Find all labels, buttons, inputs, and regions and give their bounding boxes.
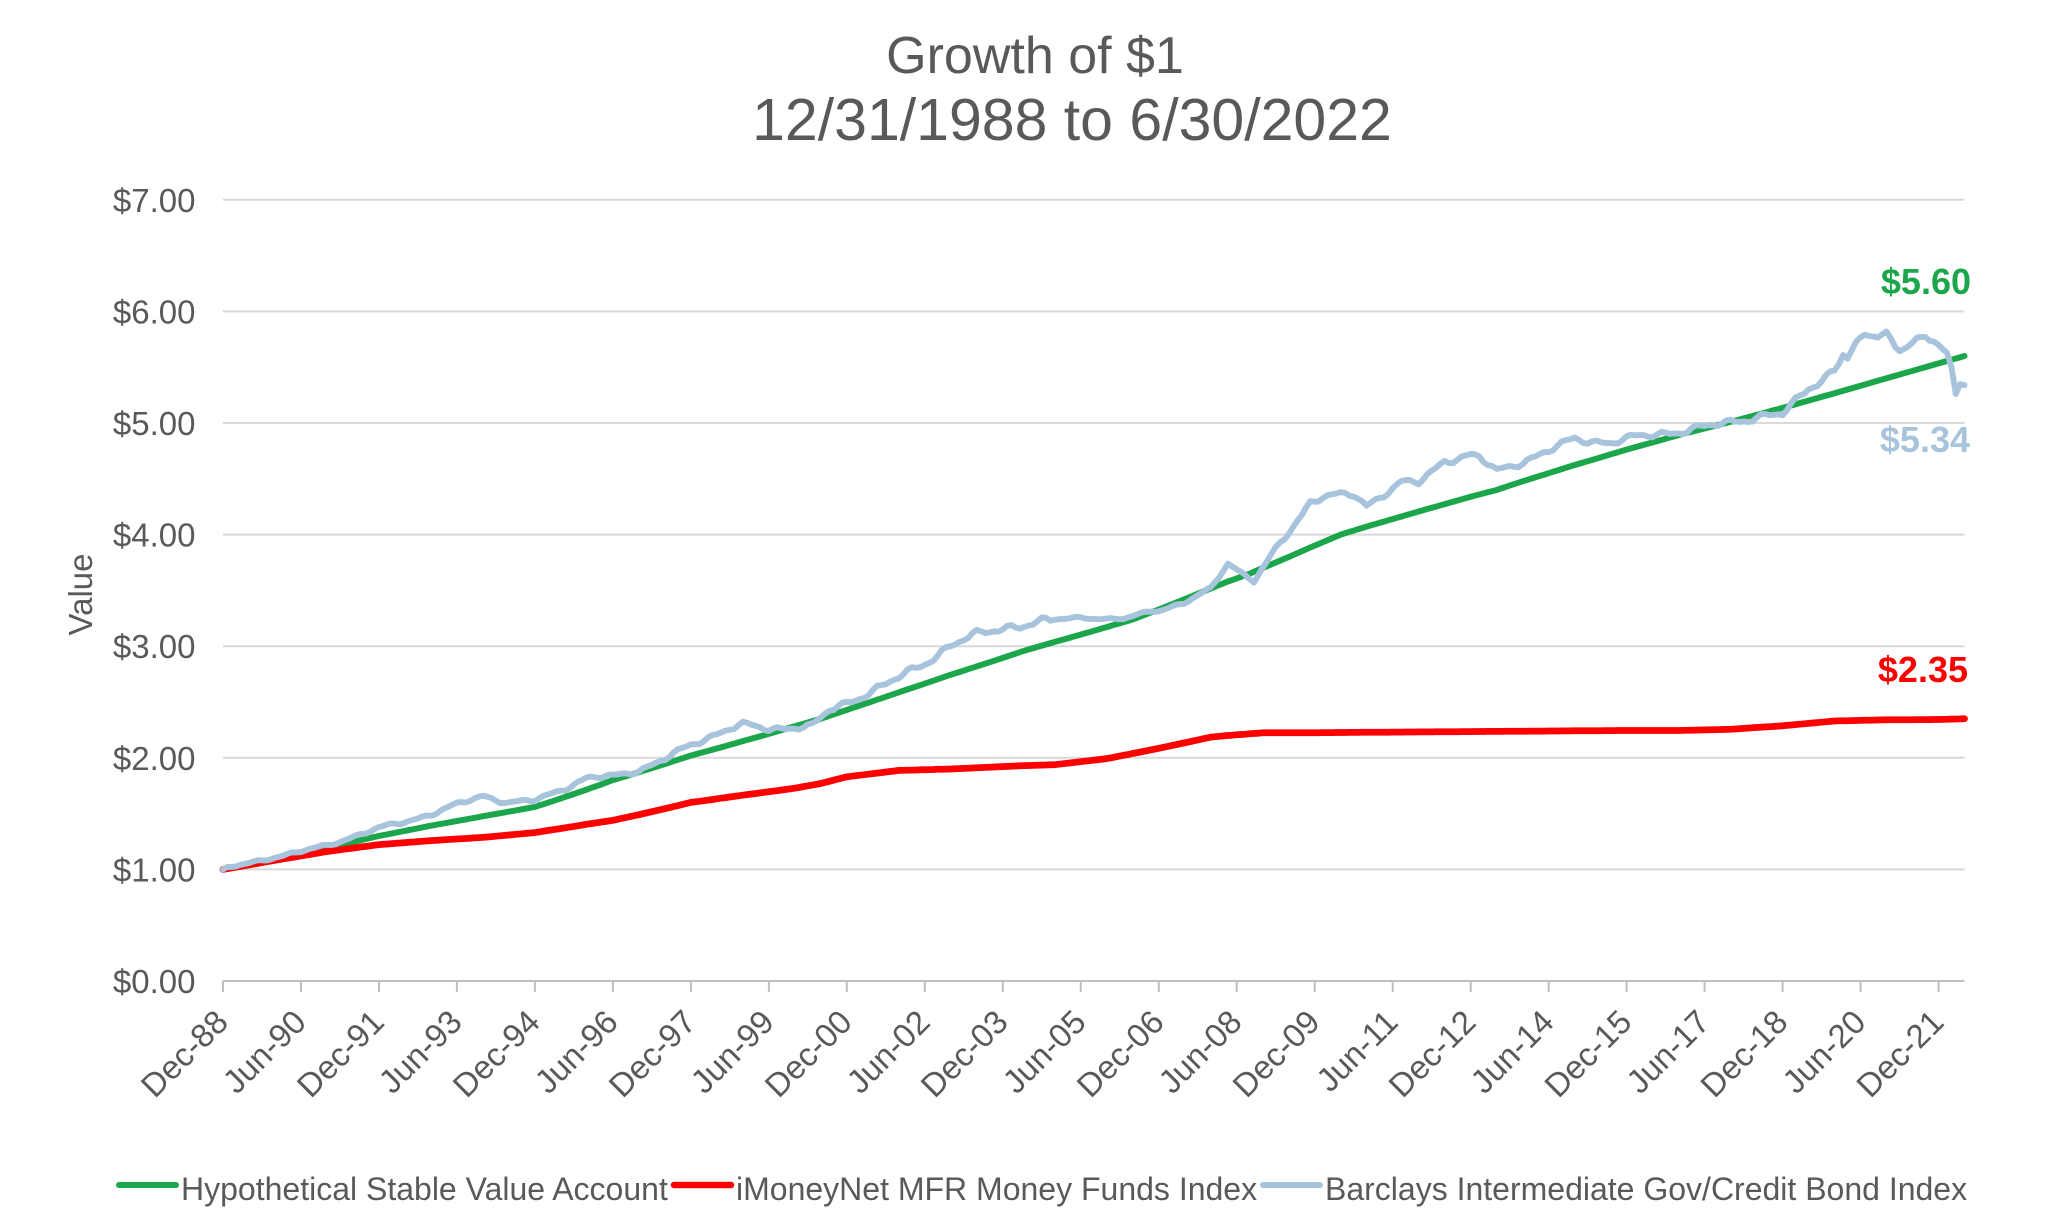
svg-text:Dec-09: Dec-09 [1225,1003,1326,1104]
svg-text:Dec-06: Dec-06 [1069,1003,1170,1104]
svg-text:Dec-97: Dec-97 [601,1003,702,1104]
svg-text:$6.00: $6.00 [113,293,196,330]
svg-text:Dec-15: Dec-15 [1537,1003,1638,1104]
svg-text:Hypothetical Stable Value Acco: Hypothetical Stable Value Account [181,1171,668,1207]
svg-text:$0.00: $0.00 [113,963,196,1000]
svg-text:Dec-18: Dec-18 [1693,1003,1794,1104]
svg-text:Dec-03: Dec-03 [913,1003,1014,1104]
svg-text:$2.00: $2.00 [113,740,196,777]
svg-text:iMoneyNet MFR Money Funds Inde: iMoneyNet MFR Money Funds Index [736,1171,1257,1207]
svg-text:$5.60: $5.60 [1881,261,1971,302]
svg-text:12/31/1988 to 6/30/2022: 12/31/1988 to 6/30/2022 [752,87,1392,153]
svg-text:Dec-88: Dec-88 [134,1003,235,1104]
svg-text:$3.00: $3.00 [113,628,196,665]
svg-text:$5.00: $5.00 [113,405,196,442]
svg-text:$1.00: $1.00 [113,851,196,888]
svg-text:Growth of $1: Growth of $1 [886,27,1184,85]
svg-text:$2.35: $2.35 [1878,649,1968,690]
svg-text:Barclays Intermediate Gov/Cred: Barclays Intermediate Gov/Credit Bond In… [1325,1171,1967,1207]
svg-text:$7.00: $7.00 [113,182,196,219]
svg-text:Value: Value [62,554,99,636]
svg-text:Dec-12: Dec-12 [1381,1003,1482,1104]
svg-text:Dec-21: Dec-21 [1849,1003,1950,1104]
svg-text:Dec-00: Dec-00 [757,1003,858,1104]
svg-text:Dec-94: Dec-94 [445,1003,546,1104]
svg-text:$4.00: $4.00 [113,517,196,554]
svg-text:Dec-91: Dec-91 [290,1003,391,1104]
svg-text:$5.34: $5.34 [1880,419,1970,460]
